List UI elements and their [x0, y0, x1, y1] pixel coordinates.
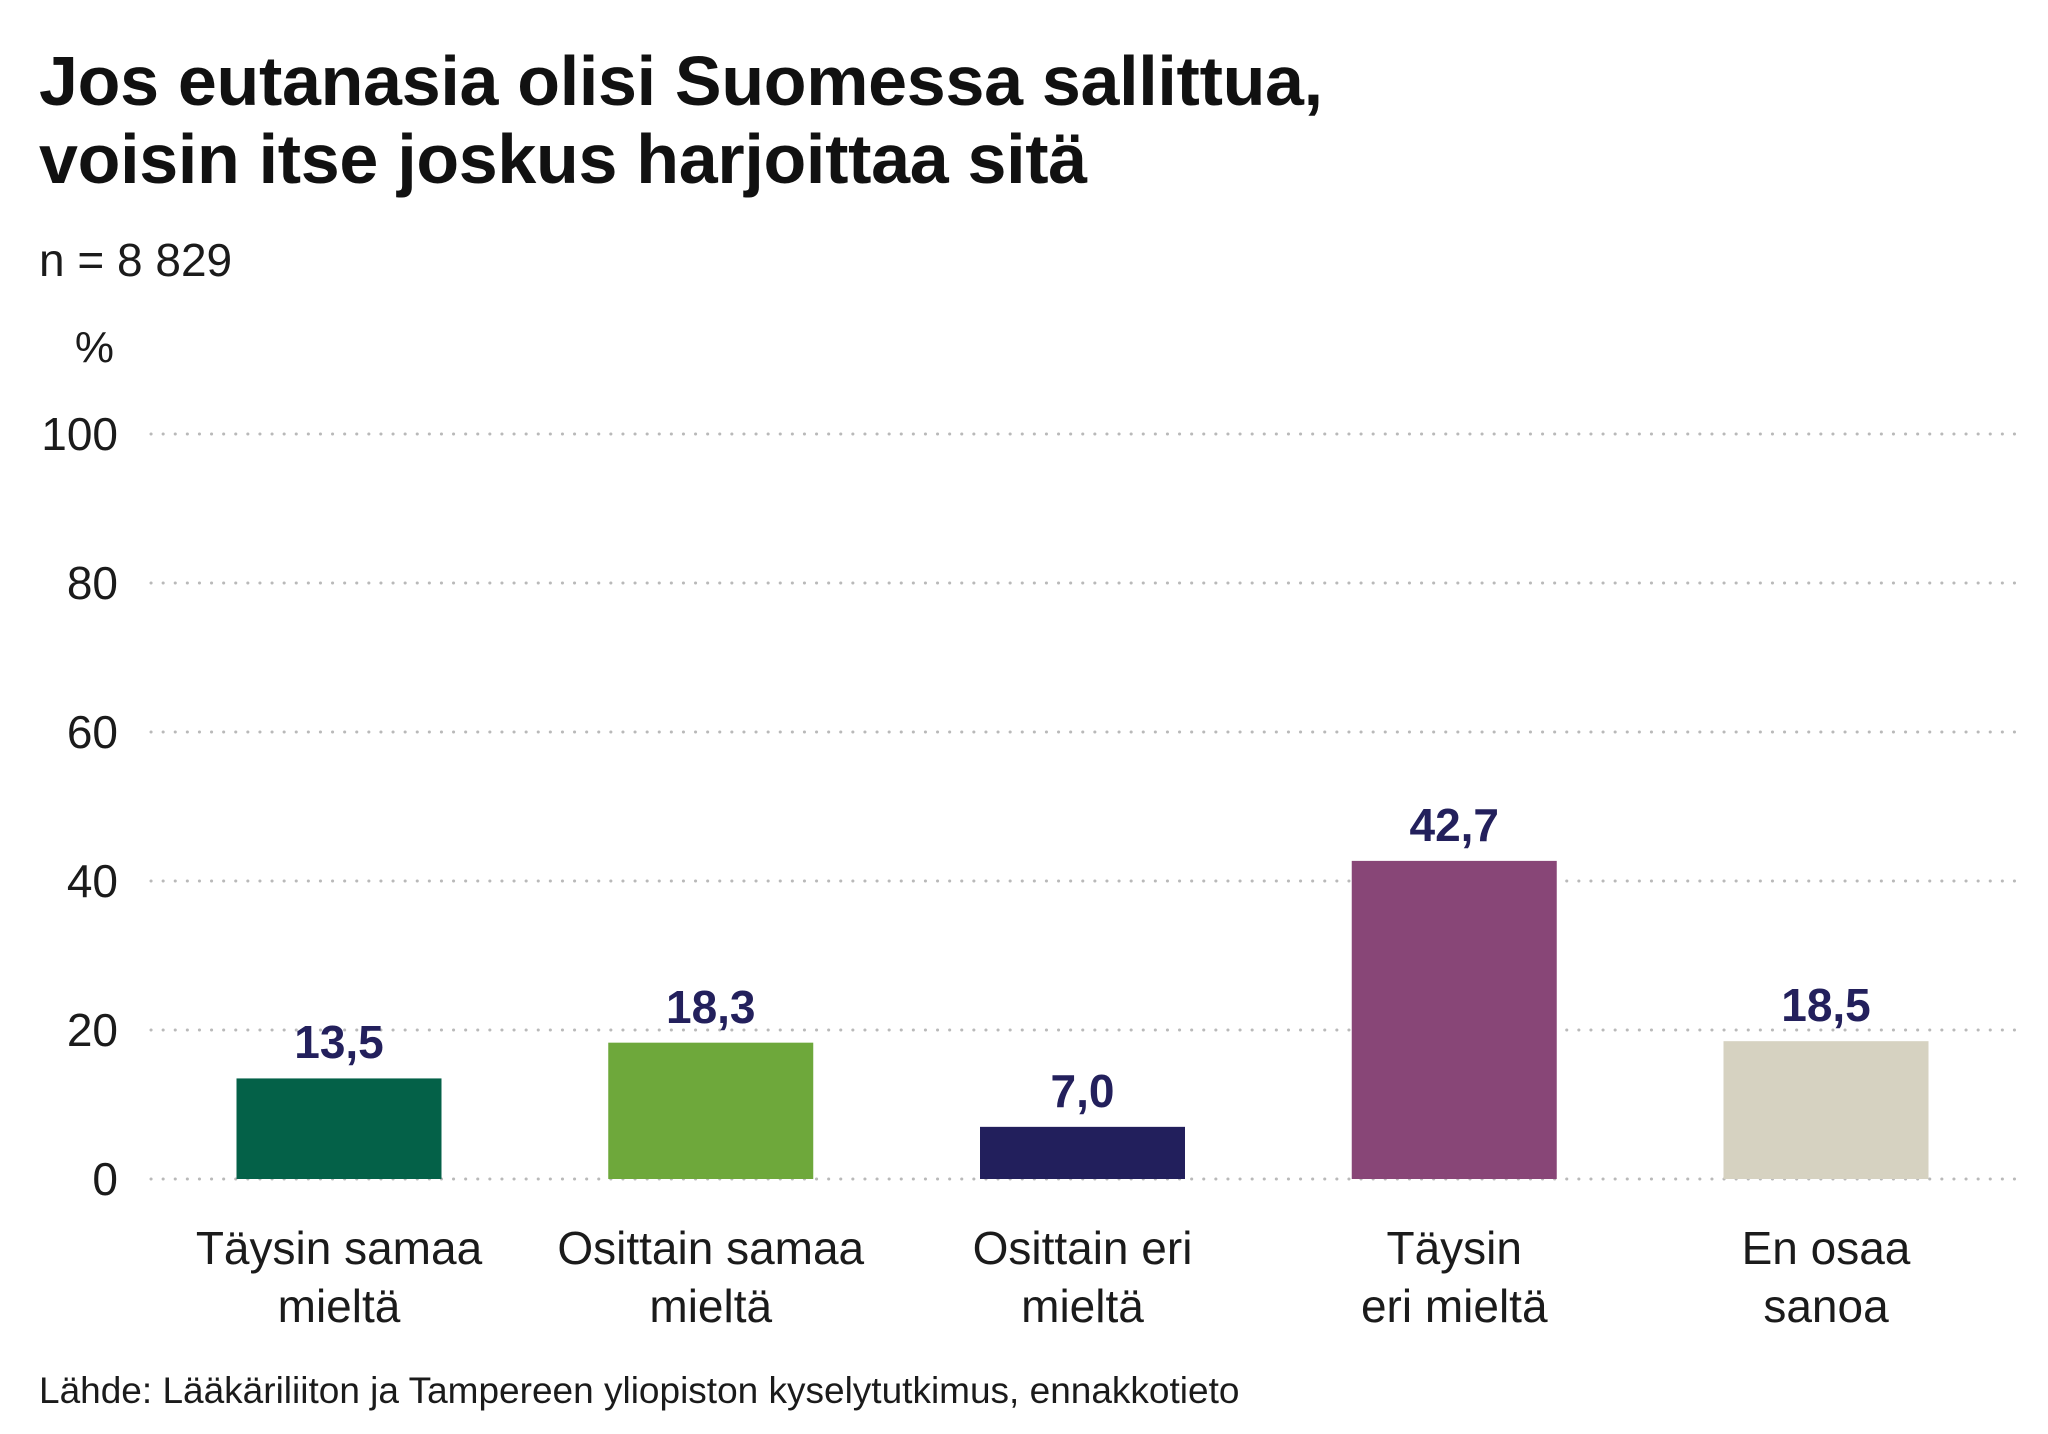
bars — [236, 860, 1929, 1179]
category-label: En osaa sanoa — [1741, 1222, 1911, 1332]
category-label: Osittain eri mieltä — [972, 1222, 1193, 1332]
value-label: 13,5 — [294, 1016, 384, 1069]
bar-3 — [980, 1126, 1185, 1179]
value-label: 7,0 — [1050, 1064, 1115, 1117]
y-tick-label: 20 — [66, 1004, 118, 1056]
y-tick-label: 100 — [41, 408, 118, 460]
y-tick-label: 80 — [66, 557, 118, 609]
bar-2 — [608, 1042, 814, 1179]
bar-4 — [1351, 860, 1557, 1179]
y-tick-label: 60 — [66, 706, 118, 758]
value-label: 18,5 — [1781, 979, 1871, 1032]
sample-size: n = 8 829 — [39, 234, 233, 286]
bar-5 — [1723, 1041, 1929, 1179]
value-label: 42,7 — [1409, 798, 1500, 851]
category-label: Osittain samaa mieltä — [557, 1222, 865, 1332]
chart-title: Jos eutanasia olisi Suomessa sallittua, … — [39, 42, 1323, 198]
category-label: Täysin eri mieltä — [1360, 1222, 1548, 1332]
y-tick-label: 40 — [66, 855, 118, 907]
value-label: 18,3 — [665, 980, 756, 1033]
y-tick-label: 0 — [92, 1153, 118, 1205]
source-note: Lähde: Lääkäriliiton ja Tampereen yliopi… — [39, 1370, 1240, 1411]
y-axis-unit: % — [74, 323, 114, 372]
bar-1 — [236, 1078, 442, 1179]
category-label: Täysin samaa mieltä — [195, 1222, 483, 1332]
